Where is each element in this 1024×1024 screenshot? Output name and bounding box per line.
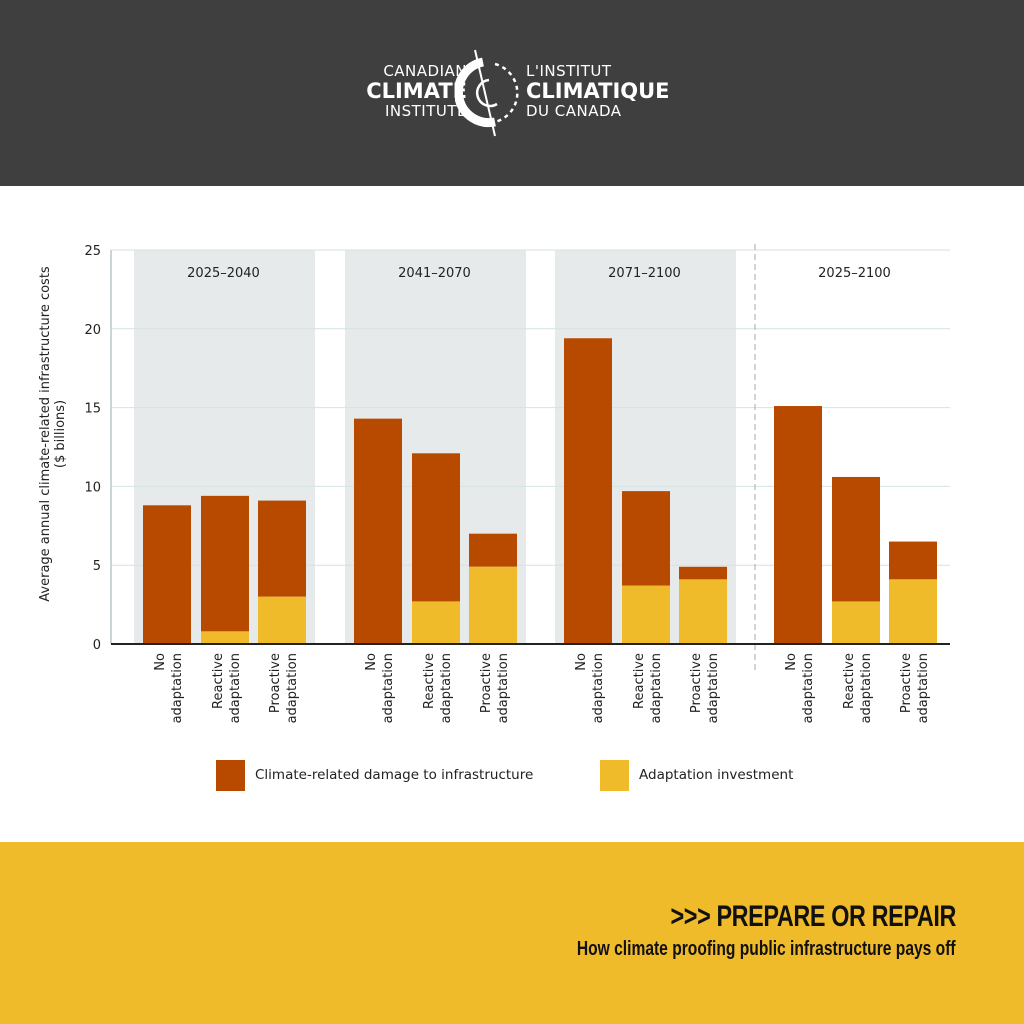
bar-damage [143,505,191,644]
x-category-label: No adaptation [784,653,816,723]
group-label: 2041–2070 [398,266,471,281]
logo-en-line3: INSTITUTE [384,102,467,120]
footer-subtitle: How climate proofing public infrastructu… [577,938,956,960]
x-category-label: No adaptation [153,653,185,723]
logo: CANADIAN CLIMATE INSTITUTE L'INSTITUT CL… [340,48,690,138]
bar-damage [564,338,612,644]
x-category-label: Reactive adaptation [422,653,454,723]
y-tick-label: 5 [93,559,101,574]
footer-title: >>> PREPARE OR REPAIR [670,900,957,933]
bar-damage [889,541,937,580]
header-banner: CANADIAN CLIMATE INSTITUTE L'INSTITUT CL… [0,0,1024,186]
bar-damage [679,566,727,580]
bar-damage [832,476,880,602]
stacked-bar-chart: 0 5 10 15 20 25 Average annual climate-related… [38,244,950,723]
logo-french: L'INSTITUT CLIMATIQUE DU CANADA [526,62,670,120]
x-category-label: Proactive adaptation [268,653,300,723]
logo-en-line1: CANADIAN [383,62,467,80]
legend-label-damage: Climate-related damage to infrastructure [255,767,534,783]
group-label: 2071–2100 [608,266,681,281]
bar-adaptation [679,579,727,644]
y-tick-label: 10 [84,480,101,495]
group-label: 2025–2100 [818,266,891,281]
bar-damage [258,500,306,597]
x-category-label: Proactive adaptation [479,653,511,723]
legend-item-adaptation: Adaptation investment [600,759,793,791]
x-category-label: Proactive adaptation [689,653,721,723]
logo-fr-line3: DU CANADA [526,102,622,120]
bar-damage [469,533,517,567]
x-category-label: Proactive adaptation [899,653,931,723]
bar-adaptation [412,601,460,644]
bar-adaptation [889,579,937,644]
logo-fr-line1: L'INSTITUT [526,62,612,80]
logo-emblem-icon [455,49,519,137]
logo-en-line2: CLIMATE [366,79,467,103]
bar-adaptation [469,566,517,644]
footer-banner: >>> PREPARE OR REPAIR How climate proofi… [0,842,1024,1024]
logo-fr-line2: CLIMATIQUE [526,79,670,103]
x-category-label: Reactive adaptation [632,653,664,723]
y-tick-label: 15 [84,402,101,417]
y-tick-label: 0 [93,638,101,653]
bar-damage [622,491,670,586]
bar-damage [201,495,249,632]
legend-label-adaptation: Adaptation investment [639,767,794,783]
x-category-label: Reactive adaptation [211,653,243,723]
legend-swatch-damage [216,759,245,791]
bar-adaptation [622,585,670,644]
bar-damage [412,453,460,602]
y-tick-label: 20 [84,323,101,338]
y-axis-label: Average annual climate-related infrastru… [38,266,68,602]
x-category-label: No adaptation [364,653,396,723]
bar-adaptation [832,601,880,644]
x-category-label: Reactive adaptation [842,653,874,723]
bar-damage [354,418,402,644]
legend-item-damage: Climate-related damage to infrastructure [216,759,533,791]
y-tick-label: 25 [84,244,101,259]
bar-damage [774,406,822,644]
group-label: 2025–2040 [187,266,260,281]
bar-adaptation [201,631,249,644]
bar-adaptation [258,596,306,644]
legend-swatch-adaptation [600,759,629,791]
x-category-label: No adaptation [574,653,606,723]
logo-english: CANADIAN CLIMATE INSTITUTE [366,62,467,120]
chart-legend: Climate-related damage to infrastructure… [0,759,1024,791]
